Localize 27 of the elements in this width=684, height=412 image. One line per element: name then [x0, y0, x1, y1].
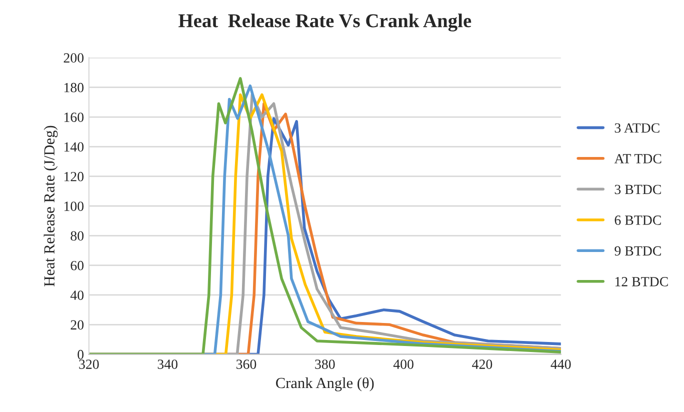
y-tick-label: 40 [70, 290, 84, 300]
y-tick-label: 120 [64, 172, 84, 182]
y-tick-label: 180 [64, 82, 84, 92]
legend-label: 9 BTDC [614, 246, 661, 256]
y-tick-label: 20 [70, 320, 84, 330]
legend-label: AT TDC [614, 154, 662, 164]
y-tick-label: 60 [70, 260, 84, 270]
legend-label: 12 BTDC [615, 277, 668, 286]
x-tick-label: 440 [550, 360, 571, 369]
y-tick-label: 160 [64, 112, 84, 122]
y-tick-label: 80 [70, 231, 84, 241]
x-tick-label: 320 [79, 360, 99, 369]
y-tick-label: 200 [64, 53, 84, 63]
legend-label: 6 BTDC [614, 216, 661, 225]
x-tick-label: 360 [236, 360, 256, 369]
x-axis-title: Crank Angle (θ) [276, 377, 374, 392]
legend-label: 3 ATDC [614, 123, 660, 133]
x-tick-label: 380 [315, 360, 335, 369]
y-tick-label: 0 [78, 350, 84, 360]
x-tick-label: 340 [158, 360, 178, 369]
x-tick-label: 420 [472, 360, 492, 369]
x-tick-label: 400 [393, 360, 414, 369]
chart-title: Heat Release Rate Vs Crank Angle [178, 14, 472, 32]
y-tick-label: 140 [64, 142, 84, 152]
y-axis-title: Heat Release Rate (J/Deg) [44, 126, 58, 286]
y-tick-label: 100 [64, 202, 84, 211]
legend-label: 3 BTDC [614, 184, 661, 194]
